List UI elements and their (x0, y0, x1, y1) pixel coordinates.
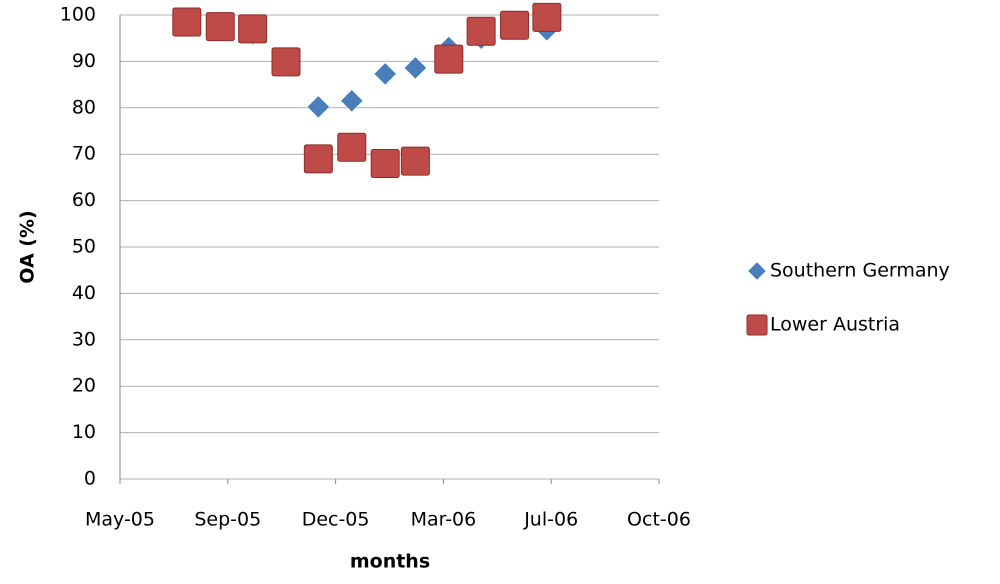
x-tick-label: Jul-06 (523, 509, 578, 531)
point (532, 2, 562, 32)
y-tick-label: 0 (84, 468, 96, 490)
y-axis-label: OA (%) (17, 210, 39, 283)
y-tick-label: 10 (72, 421, 96, 443)
x-tick-label: Sep-05 (194, 509, 261, 531)
x-axis-label: months (350, 551, 430, 573)
point (400, 146, 430, 176)
x-tick-label: May-05 (85, 509, 155, 531)
y-tick-label: 20 (72, 375, 96, 397)
point (340, 89, 364, 113)
y-tick-label: 70 (72, 143, 96, 165)
y-tick-label: 60 (72, 189, 96, 211)
legend-label: Lower Austria (770, 314, 900, 336)
point (205, 12, 235, 42)
point (337, 132, 367, 162)
point (172, 7, 202, 37)
y-tick-label: 30 (72, 328, 96, 350)
legend-label: Southern Germany (770, 260, 950, 282)
y-tick-label: 40 (72, 282, 96, 304)
y-tick-label: 80 (72, 96, 96, 118)
point (500, 10, 530, 40)
y-tick-label: 100 (60, 4, 96, 26)
point (434, 44, 464, 74)
point (271, 47, 301, 77)
point (306, 95, 330, 119)
legend-marker (746, 314, 768, 336)
point (370, 148, 400, 178)
x-tick-label: Dec-05 (302, 509, 370, 531)
point (404, 56, 427, 80)
x-tick-label: Oct-06 (627, 509, 691, 531)
legend-marker (747, 261, 767, 281)
x-tick-label: Mar-06 (411, 509, 477, 531)
point (373, 62, 397, 86)
point (238, 14, 268, 44)
y-tick-label: 90 (72, 50, 96, 72)
point (303, 144, 333, 174)
point (466, 16, 496, 46)
y-tick-label: 50 (72, 236, 96, 258)
